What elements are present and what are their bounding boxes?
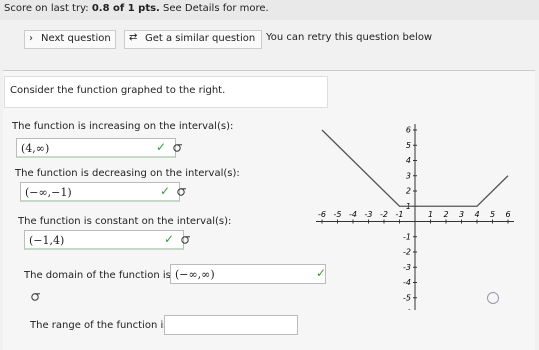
icon-ring: [173, 144, 181, 152]
score-label: Score on last try:: [4, 3, 89, 14]
check-mark: ✓: [316, 266, 327, 280]
question-label: The function is decreasing on the interv…: [15, 168, 240, 179]
symbol-palette-icon[interactable]: [180, 233, 192, 245]
prompt-box: Consider the function graphed to the rig…: [4, 76, 328, 108]
y-tick-label: 2: [406, 187, 411, 196]
details-link[interactable]: See Details for more.: [163, 3, 269, 14]
answer-field[interactable]: (−∞,∞): [170, 264, 326, 284]
x-tick-label: -4: [349, 210, 357, 219]
check-mark: ✓: [164, 232, 175, 246]
y-tick-label: -2: [403, 248, 411, 257]
check-mark: ✓: [160, 184, 171, 198]
similar-label: Get a similar question: [145, 33, 256, 44]
answer-field[interactable]: (−1,4): [24, 230, 184, 250]
y-tick-label: 5: [406, 141, 411, 150]
zoom-icon[interactable]: [487, 292, 499, 304]
question-label: The function is increasing on the interv…: [12, 121, 234, 132]
y-tick-label: -1: [403, 232, 411, 241]
score-bar: Score on last try: 0.8 of 1 pts. See Det…: [0, 0, 539, 20]
next-button[interactable]: › Next question: [24, 30, 116, 49]
question-label: The domain of the function is:: [24, 270, 175, 281]
x-tick-label: -6: [318, 210, 326, 219]
question-label: The function is constant on the interval…: [18, 216, 232, 227]
question-panel: [3, 70, 535, 350]
symbol-palette-icon[interactable]: [176, 185, 188, 197]
y-tick-label: -3: [403, 263, 411, 272]
check-mark: ✓: [156, 140, 167, 154]
y-tick-label: -6: [403, 309, 411, 311]
y-tick-label: 3: [406, 171, 411, 180]
y-tick-label: -5: [403, 293, 411, 302]
symbol-palette-icon[interactable]: [172, 141, 184, 153]
icon-ring: [177, 188, 185, 196]
answer-field[interactable]: [164, 315, 298, 335]
function-graph: [321, 129, 509, 207]
retry-text: You can retry this question below: [266, 32, 433, 43]
x-tick-label: 5: [490, 210, 495, 219]
prompt: Consider the function graphed to the rig…: [10, 85, 226, 96]
x-tick-label: 3: [459, 210, 464, 219]
x-tick-label: -1: [396, 210, 404, 219]
symbol-palette-icon[interactable]: [30, 290, 42, 302]
x-tick-label: 4: [474, 210, 479, 219]
answer-field[interactable]: (−∞,−1): [20, 182, 180, 202]
y-tick-label: -4: [403, 278, 411, 287]
similar-button[interactable]: ⇄ Get a similar question: [124, 30, 262, 49]
answer-field[interactable]: (4,∞): [16, 138, 176, 158]
next-label: Next question: [41, 33, 111, 44]
icon-ring: [31, 293, 39, 301]
x-tick-label: 6: [505, 210, 510, 219]
x-tick-label: 1: [428, 210, 433, 219]
x-tick-label: -5: [334, 210, 342, 219]
score-value: 0.8 of 1 pts.: [91, 3, 160, 14]
score-text: Score on last try: 0.8 of 1 pts. See Det…: [4, 3, 269, 14]
icon-ring: [181, 236, 189, 244]
x-tick-label: 2: [443, 210, 448, 219]
x-tick-label: -3: [365, 210, 373, 219]
y-tick-label: 4: [406, 156, 411, 165]
y-tick-label: 6: [406, 126, 411, 135]
question-label: The range of the function is:: [30, 320, 172, 331]
x-tick-label: -2: [380, 210, 388, 219]
